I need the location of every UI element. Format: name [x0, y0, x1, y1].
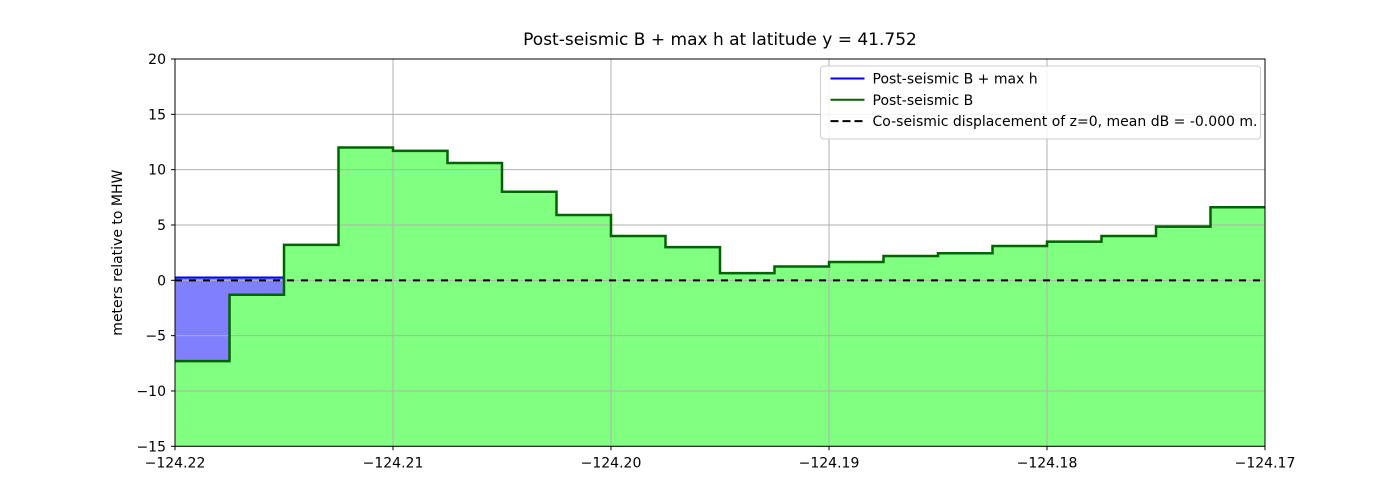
x-tick-label: −124.17: [1235, 455, 1296, 471]
series-fill-b: [175, 147, 1265, 447]
y-tick-label: 20: [148, 52, 166, 68]
y-tick-label: −15: [136, 439, 166, 455]
legend-label: Post-seismic B + max h: [873, 72, 1038, 88]
legend-label: Post-seismic B: [873, 93, 974, 109]
x-tick-label: −124.20: [581, 455, 642, 471]
y-tick-label: 0: [157, 273, 166, 289]
y-tick-label: −10: [136, 384, 166, 400]
y-tick-label: 15: [148, 107, 166, 123]
y-tick-label: 10: [148, 163, 166, 179]
ticks: [171, 58, 1266, 451]
x-tick-label: −124.21: [363, 455, 424, 471]
x-tick-label: −124.19: [799, 455, 860, 471]
x-tick-label: −124.22: [145, 455, 206, 471]
legend-label: Co-seismic displacement of z=0, mean dB …: [873, 114, 1258, 130]
axes-border: [174, 58, 1266, 447]
legend: Post-seismic B + max h Post-seismic B Co-s…: [820, 65, 1261, 140]
y-tick-label: 5: [157, 218, 166, 234]
x-tick-label: −124.18: [1017, 455, 1078, 471]
series-line-b: [175, 146, 1265, 363]
chart-title: Post-seismic B + max h at latitude y = 4…: [523, 30, 917, 50]
y-axis-label: meters relative to MHW: [110, 169, 126, 335]
y-tick-label: −5: [145, 329, 166, 345]
legend-box: [820, 65, 1261, 140]
